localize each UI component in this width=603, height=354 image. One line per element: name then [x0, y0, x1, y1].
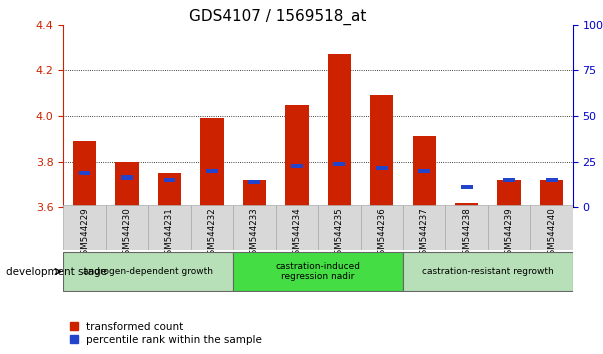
Bar	[200, 118, 224, 207]
Legend: transformed count, percentile rank within the sample: transformed count, percentile rank withi…	[66, 317, 267, 349]
Bar	[540, 180, 563, 207]
Bar	[206, 169, 218, 173]
Text: GSM544234: GSM544234	[292, 207, 302, 260]
Bar	[248, 180, 260, 184]
Bar	[73, 141, 96, 207]
Bar	[461, 184, 473, 189]
Bar	[115, 161, 139, 207]
Bar	[403, 205, 446, 250]
Text: GSM544236: GSM544236	[377, 207, 387, 260]
Bar	[233, 252, 403, 291]
Bar	[488, 205, 531, 250]
Bar	[158, 173, 181, 207]
Text: development stage: development stage	[6, 267, 107, 276]
Bar	[370, 96, 393, 207]
Bar	[243, 180, 266, 207]
Bar	[376, 166, 388, 170]
Bar	[63, 252, 233, 291]
Text: androgen-dependent growth: androgen-dependent growth	[83, 267, 213, 276]
Bar	[333, 162, 346, 166]
Bar	[418, 169, 430, 173]
Bar	[446, 205, 488, 250]
Bar	[291, 164, 303, 168]
Bar	[78, 171, 90, 175]
Bar	[403, 252, 573, 291]
Text: GSM544235: GSM544235	[335, 207, 344, 260]
Text: GSM544238: GSM544238	[462, 207, 471, 260]
Bar	[121, 176, 133, 179]
Bar	[361, 205, 403, 250]
Text: GSM544237: GSM544237	[420, 207, 429, 260]
Bar	[276, 205, 318, 250]
Bar	[233, 205, 276, 250]
Bar	[497, 180, 521, 207]
Bar	[163, 178, 175, 182]
Text: GSM544232: GSM544232	[207, 207, 216, 260]
Text: GSM544229: GSM544229	[80, 207, 89, 260]
Text: GSM544231: GSM544231	[165, 207, 174, 260]
Bar	[318, 205, 361, 250]
Bar	[546, 178, 558, 182]
Bar	[504, 178, 515, 182]
Text: GSM544240: GSM544240	[547, 207, 556, 260]
Text: GSM544239: GSM544239	[505, 207, 514, 260]
Text: castration-induced
regression nadir: castration-induced regression nadir	[276, 262, 361, 281]
Text: GSM544230: GSM544230	[122, 207, 131, 260]
Bar	[327, 55, 351, 207]
Bar	[412, 136, 436, 207]
Bar	[285, 104, 309, 207]
Bar	[106, 205, 148, 250]
Bar	[531, 205, 573, 250]
Bar	[191, 205, 233, 250]
Text: GSM544233: GSM544233	[250, 207, 259, 260]
Bar	[63, 205, 106, 250]
Bar	[148, 205, 191, 250]
Bar	[455, 202, 478, 207]
Text: castration-resistant regrowth: castration-resistant regrowth	[422, 267, 554, 276]
Text: GDS4107 / 1569518_at: GDS4107 / 1569518_at	[189, 9, 366, 25]
